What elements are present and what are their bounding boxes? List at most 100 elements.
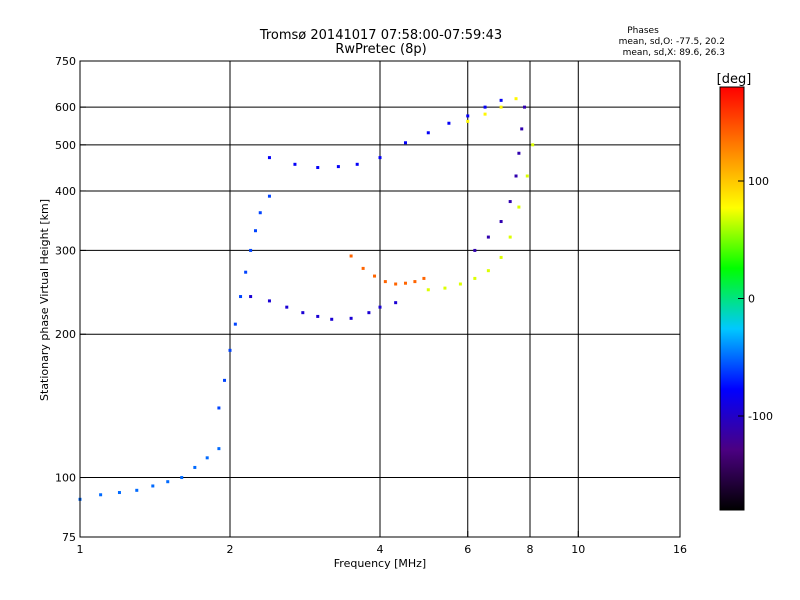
colorbar-tick-label: 0 (748, 293, 755, 306)
data-point (413, 280, 417, 284)
colorbar-ticks: 100 0 -100 (738, 175, 773, 423)
data-point (249, 248, 253, 252)
chart-title: Tromsø 20141017 07:58:00-07:59:43 (259, 28, 502, 43)
x-tick-label: 10 (571, 543, 585, 556)
data-point (267, 156, 271, 160)
data-point (383, 280, 387, 284)
legend-line-x: mean, sd,X: 89.6, 26.3 (623, 48, 725, 58)
data-point (373, 274, 377, 278)
data-point (228, 348, 232, 352)
data-point (525, 174, 529, 178)
x-tick-label: 1 (77, 543, 84, 556)
y-tick-label: 75 (62, 531, 76, 544)
data-point (403, 141, 407, 145)
y-tick-label: 500 (55, 139, 76, 152)
data-point (508, 235, 512, 239)
x-tick-label: 4 (377, 543, 384, 556)
data-point (217, 406, 221, 410)
data-point (499, 255, 503, 259)
data-point (135, 488, 139, 492)
data-point (517, 205, 521, 209)
data-point (447, 121, 451, 125)
data-point (483, 112, 487, 116)
data-point (349, 254, 353, 258)
data-point (151, 484, 155, 488)
data-point (355, 162, 359, 166)
chart-subtitle: RwPretec (8p) (335, 42, 426, 57)
data-point (285, 305, 289, 309)
y-tick-label: 750 (55, 55, 76, 68)
y-tick-label: 600 (55, 101, 76, 114)
data-point (293, 162, 297, 166)
y-axis-label: Stationary phase Virtual Height [km] (38, 199, 51, 401)
data-point (361, 266, 365, 270)
data-point (422, 276, 426, 280)
data-point (349, 316, 353, 320)
x-tick-label: 16 (673, 543, 687, 556)
legend-line-o: mean, sd,O: -77.5, 20.2 (619, 37, 725, 47)
grid-lines (80, 61, 680, 537)
data-point (520, 127, 524, 131)
data-point (473, 248, 477, 252)
data-point (499, 105, 503, 109)
data-points (78, 97, 535, 501)
phase-legend: Phases mean, sd,O: -77.5, 20.2 mean, sd,… (619, 26, 725, 58)
y-axis: 75 100 200 300 400 500 600 750 (55, 55, 86, 544)
data-point (466, 114, 470, 118)
data-point (239, 295, 243, 299)
data-point (267, 299, 271, 303)
data-point (523, 105, 527, 109)
y-tick-label: 300 (55, 244, 76, 257)
y-tick-label: 400 (55, 185, 76, 198)
data-point (180, 476, 184, 480)
data-point (249, 295, 253, 299)
data-point (367, 311, 371, 315)
data-point (531, 143, 535, 147)
x-tick-label: 6 (464, 543, 471, 556)
data-point (166, 480, 170, 484)
data-point (267, 194, 271, 198)
data-point (443, 286, 447, 290)
colorbar: [deg] 100 0 -100 (717, 72, 773, 511)
data-point (223, 378, 227, 382)
data-point (458, 282, 462, 286)
x-axis-label: Frequency [MHz] (334, 557, 426, 570)
x-tick-label: 8 (527, 543, 534, 556)
data-point (117, 491, 121, 495)
y-tick-label: 100 (55, 472, 76, 485)
colorbar-tick-label: -100 (748, 410, 773, 423)
y-tick-label: 200 (55, 328, 76, 341)
colorbar-label: [deg] (717, 72, 752, 87)
data-point (301, 311, 305, 315)
data-point (517, 151, 521, 155)
data-point (258, 211, 262, 215)
data-point (378, 305, 382, 309)
data-point (466, 119, 470, 123)
data-point (403, 281, 407, 285)
data-point (486, 269, 490, 273)
data-point (316, 314, 320, 318)
x-tick-label: 2 (227, 543, 234, 556)
legend-title: Phases (627, 26, 659, 36)
colorbar-tick-label: 100 (748, 175, 769, 188)
data-point (233, 322, 237, 326)
data-point (316, 166, 320, 170)
data-point (394, 301, 398, 305)
data-point (473, 276, 477, 280)
data-point (394, 282, 398, 286)
data-point (499, 98, 503, 102)
data-point (217, 447, 221, 451)
data-point (514, 174, 518, 178)
data-point (483, 105, 487, 109)
x-axis: 1 2 4 6 8 10 16 (77, 531, 687, 556)
data-point (336, 165, 340, 169)
data-point (514, 97, 518, 101)
data-point (378, 156, 382, 160)
data-point (244, 270, 248, 274)
data-point (486, 235, 490, 239)
data-point (426, 288, 430, 292)
data-point (99, 493, 103, 497)
data-point (253, 229, 257, 233)
data-point (508, 200, 512, 204)
